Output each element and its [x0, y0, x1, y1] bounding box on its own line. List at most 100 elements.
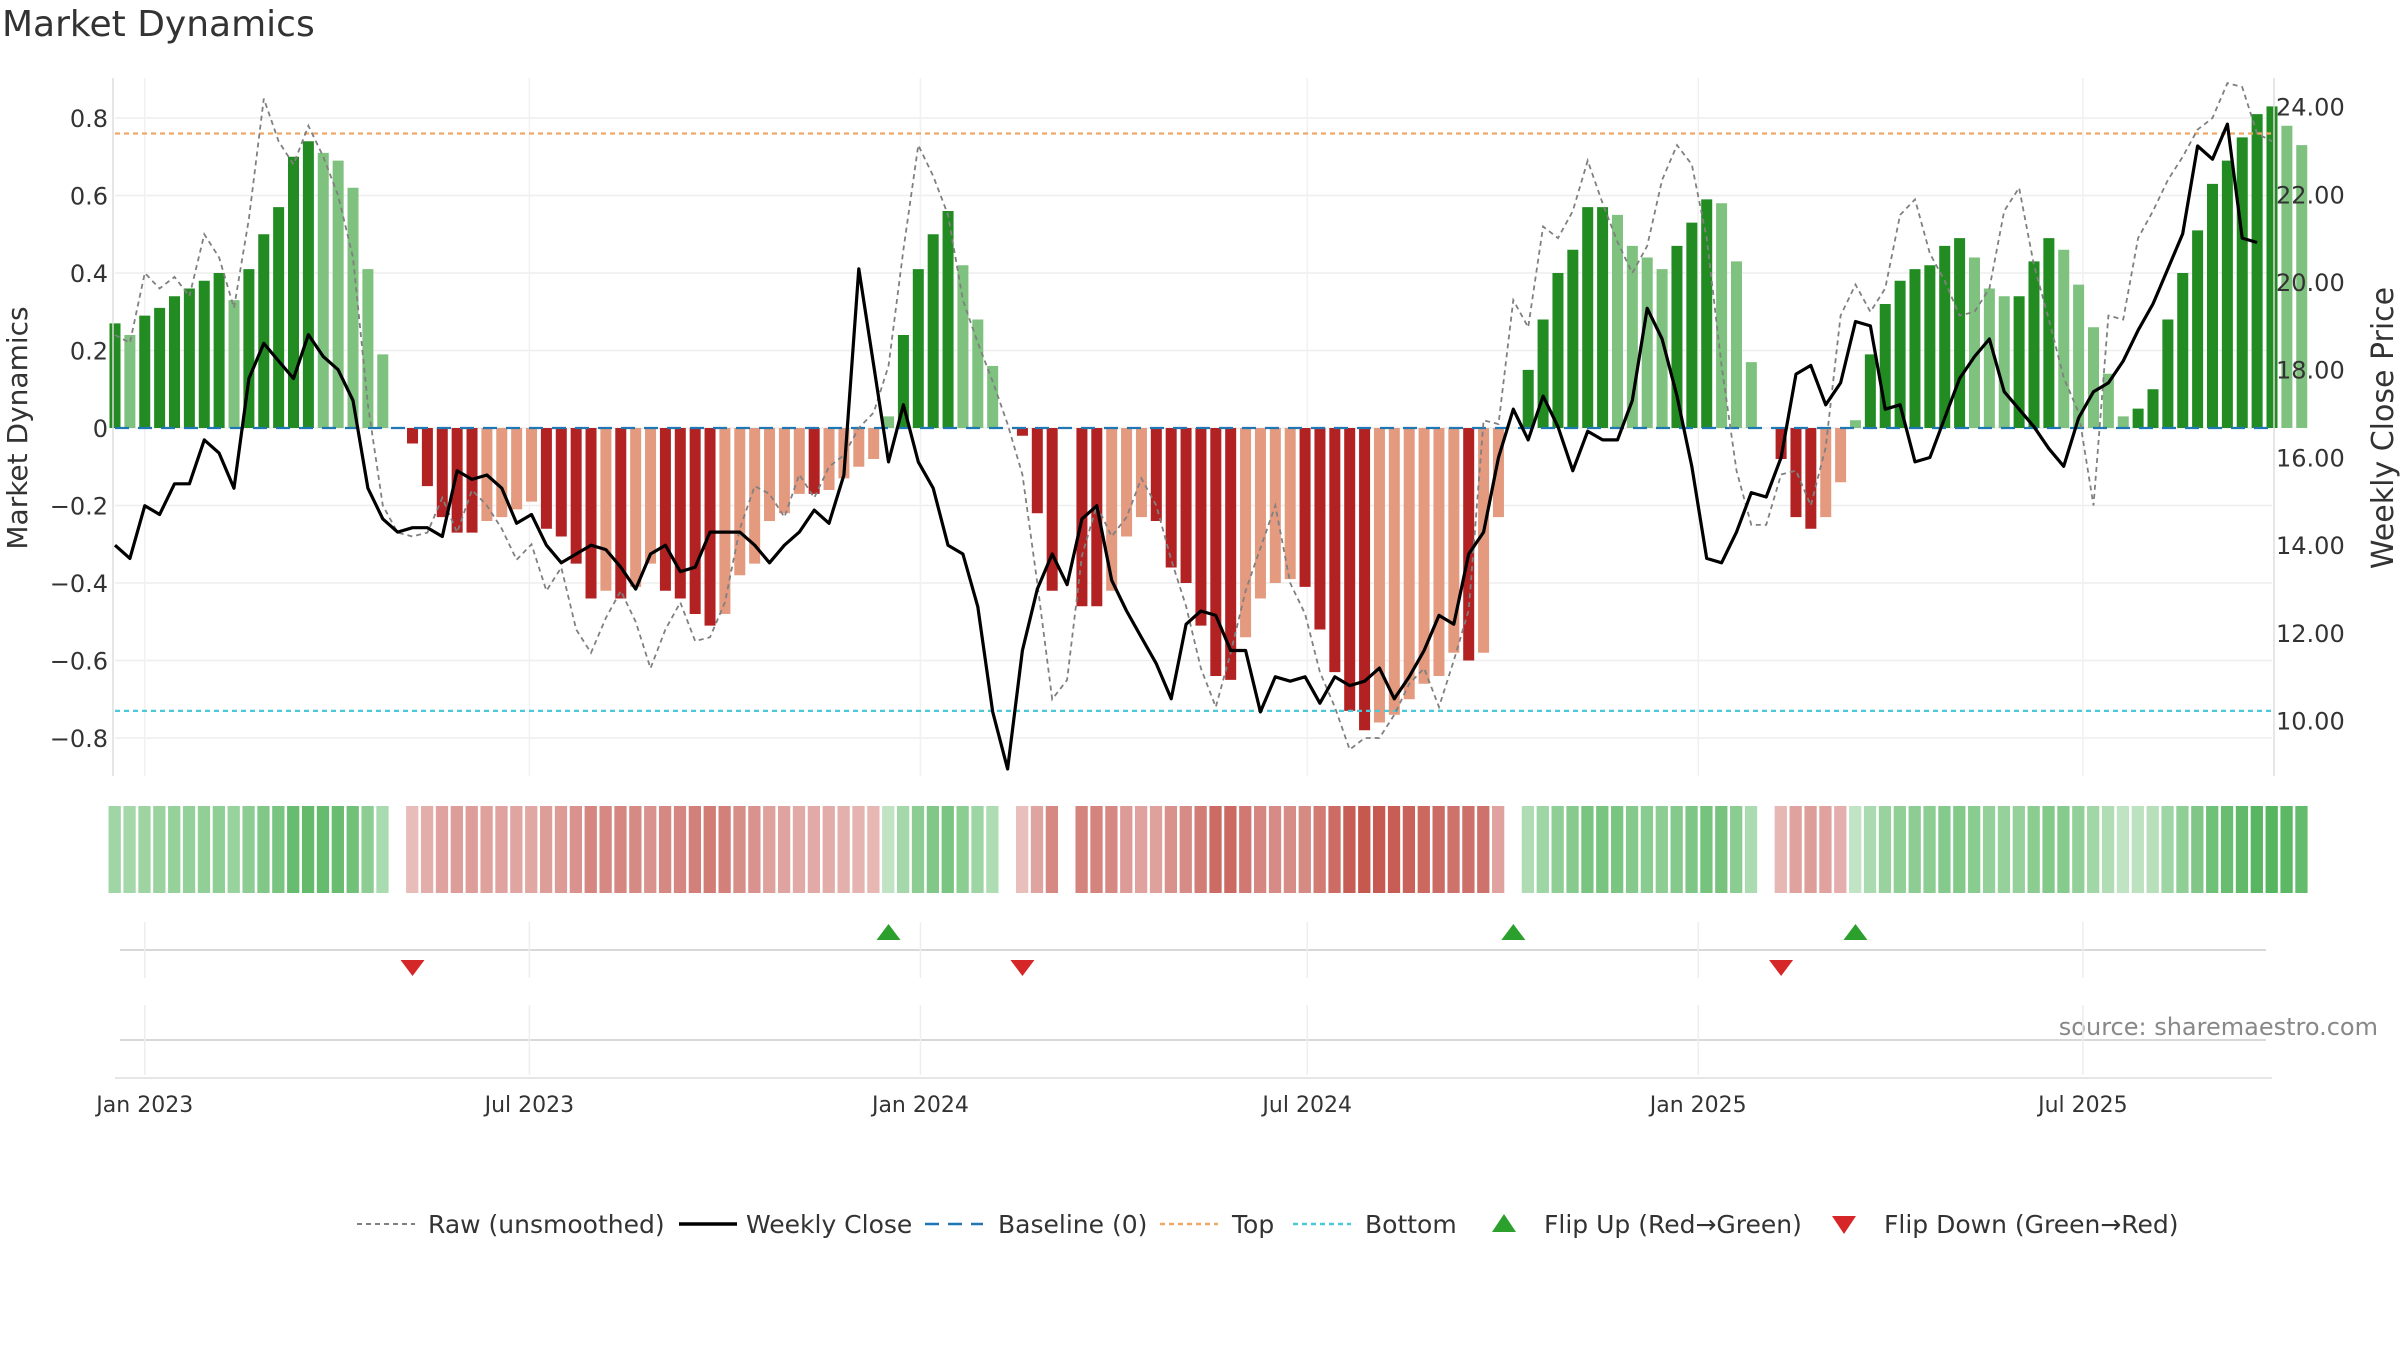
strip-cell: [1804, 806, 1817, 893]
dynamics-bar: [1403, 428, 1415, 700]
dynamics-bar: [883, 416, 895, 428]
dynamics-bar: [1597, 207, 1609, 428]
strip-cell: [1268, 806, 1282, 893]
strip-cell: [2012, 806, 2025, 893]
strip-cell: [1298, 806, 1311, 893]
strip-cell: [1715, 806, 1728, 893]
strip-cell: [331, 806, 344, 893]
right-tick-label: 20.00: [2276, 269, 2345, 297]
strip-cell: [2295, 806, 2308, 893]
dynamics-bar: [749, 428, 761, 564]
right-axis: 24.00 22.00 20.00 18.00 16.00 14.00 12.00 10.00…: [2273, 78, 2400, 776]
dynamics-bar: [689, 428, 701, 614]
strip-cell: [2116, 806, 2130, 893]
strip-cell: [525, 806, 538, 893]
strip-cell: [971, 806, 984, 893]
raw-line: [114, 82, 2273, 752]
strip-cell: [1730, 806, 1743, 893]
strip-cell: [1789, 806, 1802, 893]
x-tick-label: Jul 2024: [1260, 1093, 1352, 1118]
strip-cell: [1849, 806, 1862, 893]
flip-up-marker: [876, 924, 901, 940]
dynamics-bar: [630, 428, 642, 587]
strip-cell: [1194, 806, 1207, 893]
dynamics-bar: [2043, 238, 2055, 428]
dynamics-bar: [1790, 428, 1802, 518]
strip-cell: [777, 806, 791, 893]
legend-item: Flip Down (Green→Red): [1832, 1210, 2179, 1239]
strip-cell: [956, 806, 969, 893]
legend-item: Weekly Close: [679, 1210, 912, 1239]
dynamics-bar: [1314, 428, 1326, 630]
dynamics-bar: [332, 160, 344, 428]
strip-cell: [1417, 806, 1430, 893]
dynamics-bar: [377, 354, 389, 428]
left-tick-label: −0.8: [50, 725, 108, 753]
strip-cell: [182, 806, 196, 893]
dynamics-bar: [1894, 280, 1906, 428]
dynamics-bar: [451, 428, 463, 533]
strip-cell: [212, 806, 225, 893]
close-line: [113, 122, 2258, 771]
dynamics-bar: [1909, 269, 1921, 428]
strip-cell: [1744, 806, 1758, 893]
dynamics-bar: [2296, 145, 2308, 428]
strip-cell: [822, 806, 835, 893]
strip-cell: [1224, 806, 1237, 893]
flip-down-marker: [1769, 960, 1794, 976]
left-axis-title: Market Dynamics: [1, 306, 34, 549]
left-tick-label: −0.6: [50, 648, 108, 676]
strip-cell: [1164, 806, 1178, 893]
dynamics-bar: [1626, 245, 1638, 428]
dynamics-bar: [302, 141, 314, 428]
dynamics-bar: [719, 428, 731, 614]
strip-cell: [1477, 806, 1490, 893]
dynamics-bar: [972, 319, 984, 428]
legend: Raw (unsmoothed) Weekly Close Baseline (0)…: [357, 1210, 2179, 1239]
strip-cell: [1239, 806, 1252, 893]
right-axis-title: Weekly Close Price: [2366, 287, 2400, 569]
strip-cell: [1090, 806, 1103, 893]
strip-cell: [450, 806, 463, 893]
dynamics-bar: [1299, 428, 1311, 587]
dynamics-bar: [1225, 428, 1237, 680]
strip-cell: [1581, 806, 1594, 893]
dynamics-bar: [1195, 428, 1207, 626]
strip-cell: [1209, 806, 1222, 893]
dynamics-bar: [1418, 428, 1430, 684]
strip-cell: [1700, 806, 1713, 893]
x-tick-label: Jan 2025: [1648, 1093, 1747, 1118]
dynamics-bar: [1775, 428, 1787, 459]
dynamics-bar: [987, 366, 999, 428]
strip-cell: [2280, 806, 2293, 893]
dynamics-bar: [659, 428, 671, 591]
dynamics-bar: [570, 428, 582, 564]
strip-cell: [688, 806, 701, 893]
strip-cell: [2250, 806, 2263, 893]
strip-cell: [673, 806, 687, 893]
dynamics-bar: [421, 428, 433, 487]
dynamics-bar: [1135, 428, 1147, 518]
strip-cell: [1283, 806, 1297, 893]
left-tick-label: 0: [93, 415, 108, 443]
strip-cell: [1328, 806, 1341, 893]
strip-cell: [896, 806, 910, 893]
strip-cell: [1045, 806, 1059, 893]
left-tick-label: −0.2: [50, 493, 108, 521]
dynamics-bar: [1463, 428, 1475, 661]
dynamics-bar: [1998, 296, 2010, 428]
dynamics-bar: [317, 152, 329, 428]
dynamics-bar: [1983, 288, 1995, 428]
strip-cell: [733, 806, 746, 893]
dynamics-bar: [1924, 265, 1936, 428]
legend-label: Flip Down (Green→Red): [1884, 1210, 2179, 1239]
dynamics-bar: [1552, 273, 1564, 428]
dynamics-bar: [555, 428, 567, 537]
dynamics-bar: [228, 300, 240, 428]
legend-label: Flip Up (Red→Green): [1544, 1210, 1802, 1239]
strip-cell: [301, 806, 315, 893]
dynamics-bar: [1359, 428, 1371, 731]
strip-cell: [123, 806, 136, 893]
dynamics-bar: [734, 428, 746, 576]
